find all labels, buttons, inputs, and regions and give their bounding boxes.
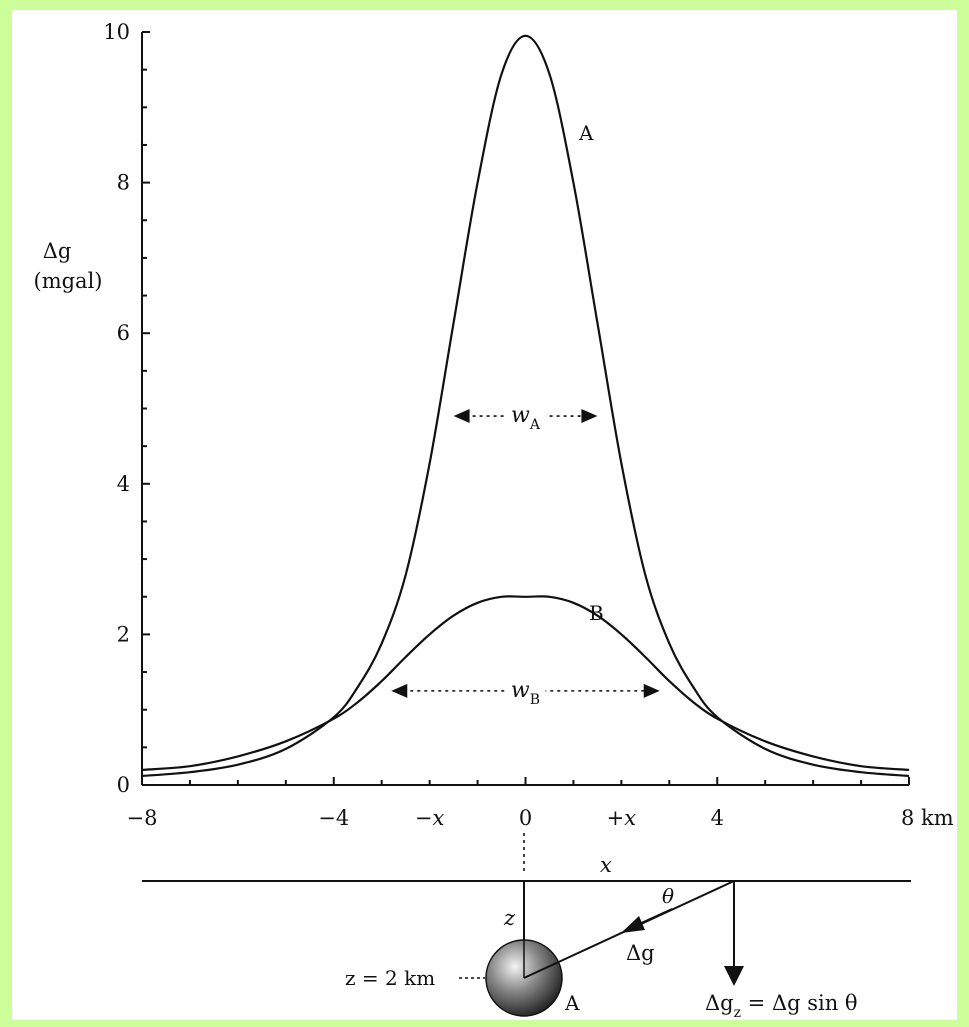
depth-z-label: z: [503, 906, 516, 930]
width-A-label-bg: [505, 402, 546, 431]
x-tick-label: −4: [318, 806, 349, 830]
plus-x-label: +x: [607, 806, 637, 830]
depth-value-label: z = 2 km: [345, 966, 435, 990]
x-ticks: −8 −4 0 4 8 km: [127, 777, 954, 830]
gravity-anomaly-chart: 0 2 4 6 8 10 −8 −4 0 4 8 km Δg (mgal) A B wA wB −…: [34, 20, 954, 1020]
series-A-line: [141, 34, 910, 778]
y-tick-label: 6: [117, 321, 130, 345]
y-axis-label-symbol: Δg: [43, 239, 72, 263]
sphere-label: A: [564, 991, 580, 1015]
y-axis-label-unit: (mgal): [34, 269, 103, 293]
width-B-label-bg: [505, 676, 546, 705]
series-A-label: A: [578, 121, 594, 145]
gravity-vector-arrowhead: [621, 916, 645, 933]
width-B-label: wB: [511, 678, 540, 708]
width-A-label: wA: [511, 403, 541, 433]
x-tick-label: −8: [127, 806, 158, 830]
figure-frame: 0 2 4 6 8 10 −8 −4 0 4 8 km Δg (mgal) A B wA wB −…: [12, 10, 957, 1020]
y-tick-label: 8: [117, 171, 130, 195]
gravity-vector-arrow-shaft: [636, 908, 673, 926]
gravity-vector-label: Δg: [626, 941, 655, 965]
angle-theta-label: θ: [662, 884, 674, 908]
width-B-arrow: [391, 683, 660, 698]
surface-x-label: x: [600, 853, 612, 877]
y-tick-label: 10: [103, 20, 130, 44]
y-tick-label: 4: [117, 472, 130, 496]
y-tick-label: 2: [117, 622, 130, 646]
vertical-component-formula: Δgz = Δg sin θ: [705, 991, 858, 1020]
series-B-label: B: [589, 601, 604, 625]
x-tick-label: 4: [711, 806, 724, 830]
minus-x-label: −x: [415, 806, 445, 830]
y-tick-label: 0: [117, 773, 130, 797]
width-A-arrow: [453, 409, 598, 424]
vertical-component-arrowhead: [724, 966, 744, 986]
series-B-line: [141, 595, 910, 771]
x-tick-label: 0: [519, 806, 532, 830]
x-tick-label: 8 km: [901, 806, 954, 830]
y-ticks: 0 2 4 6 8 10: [103, 20, 150, 797]
